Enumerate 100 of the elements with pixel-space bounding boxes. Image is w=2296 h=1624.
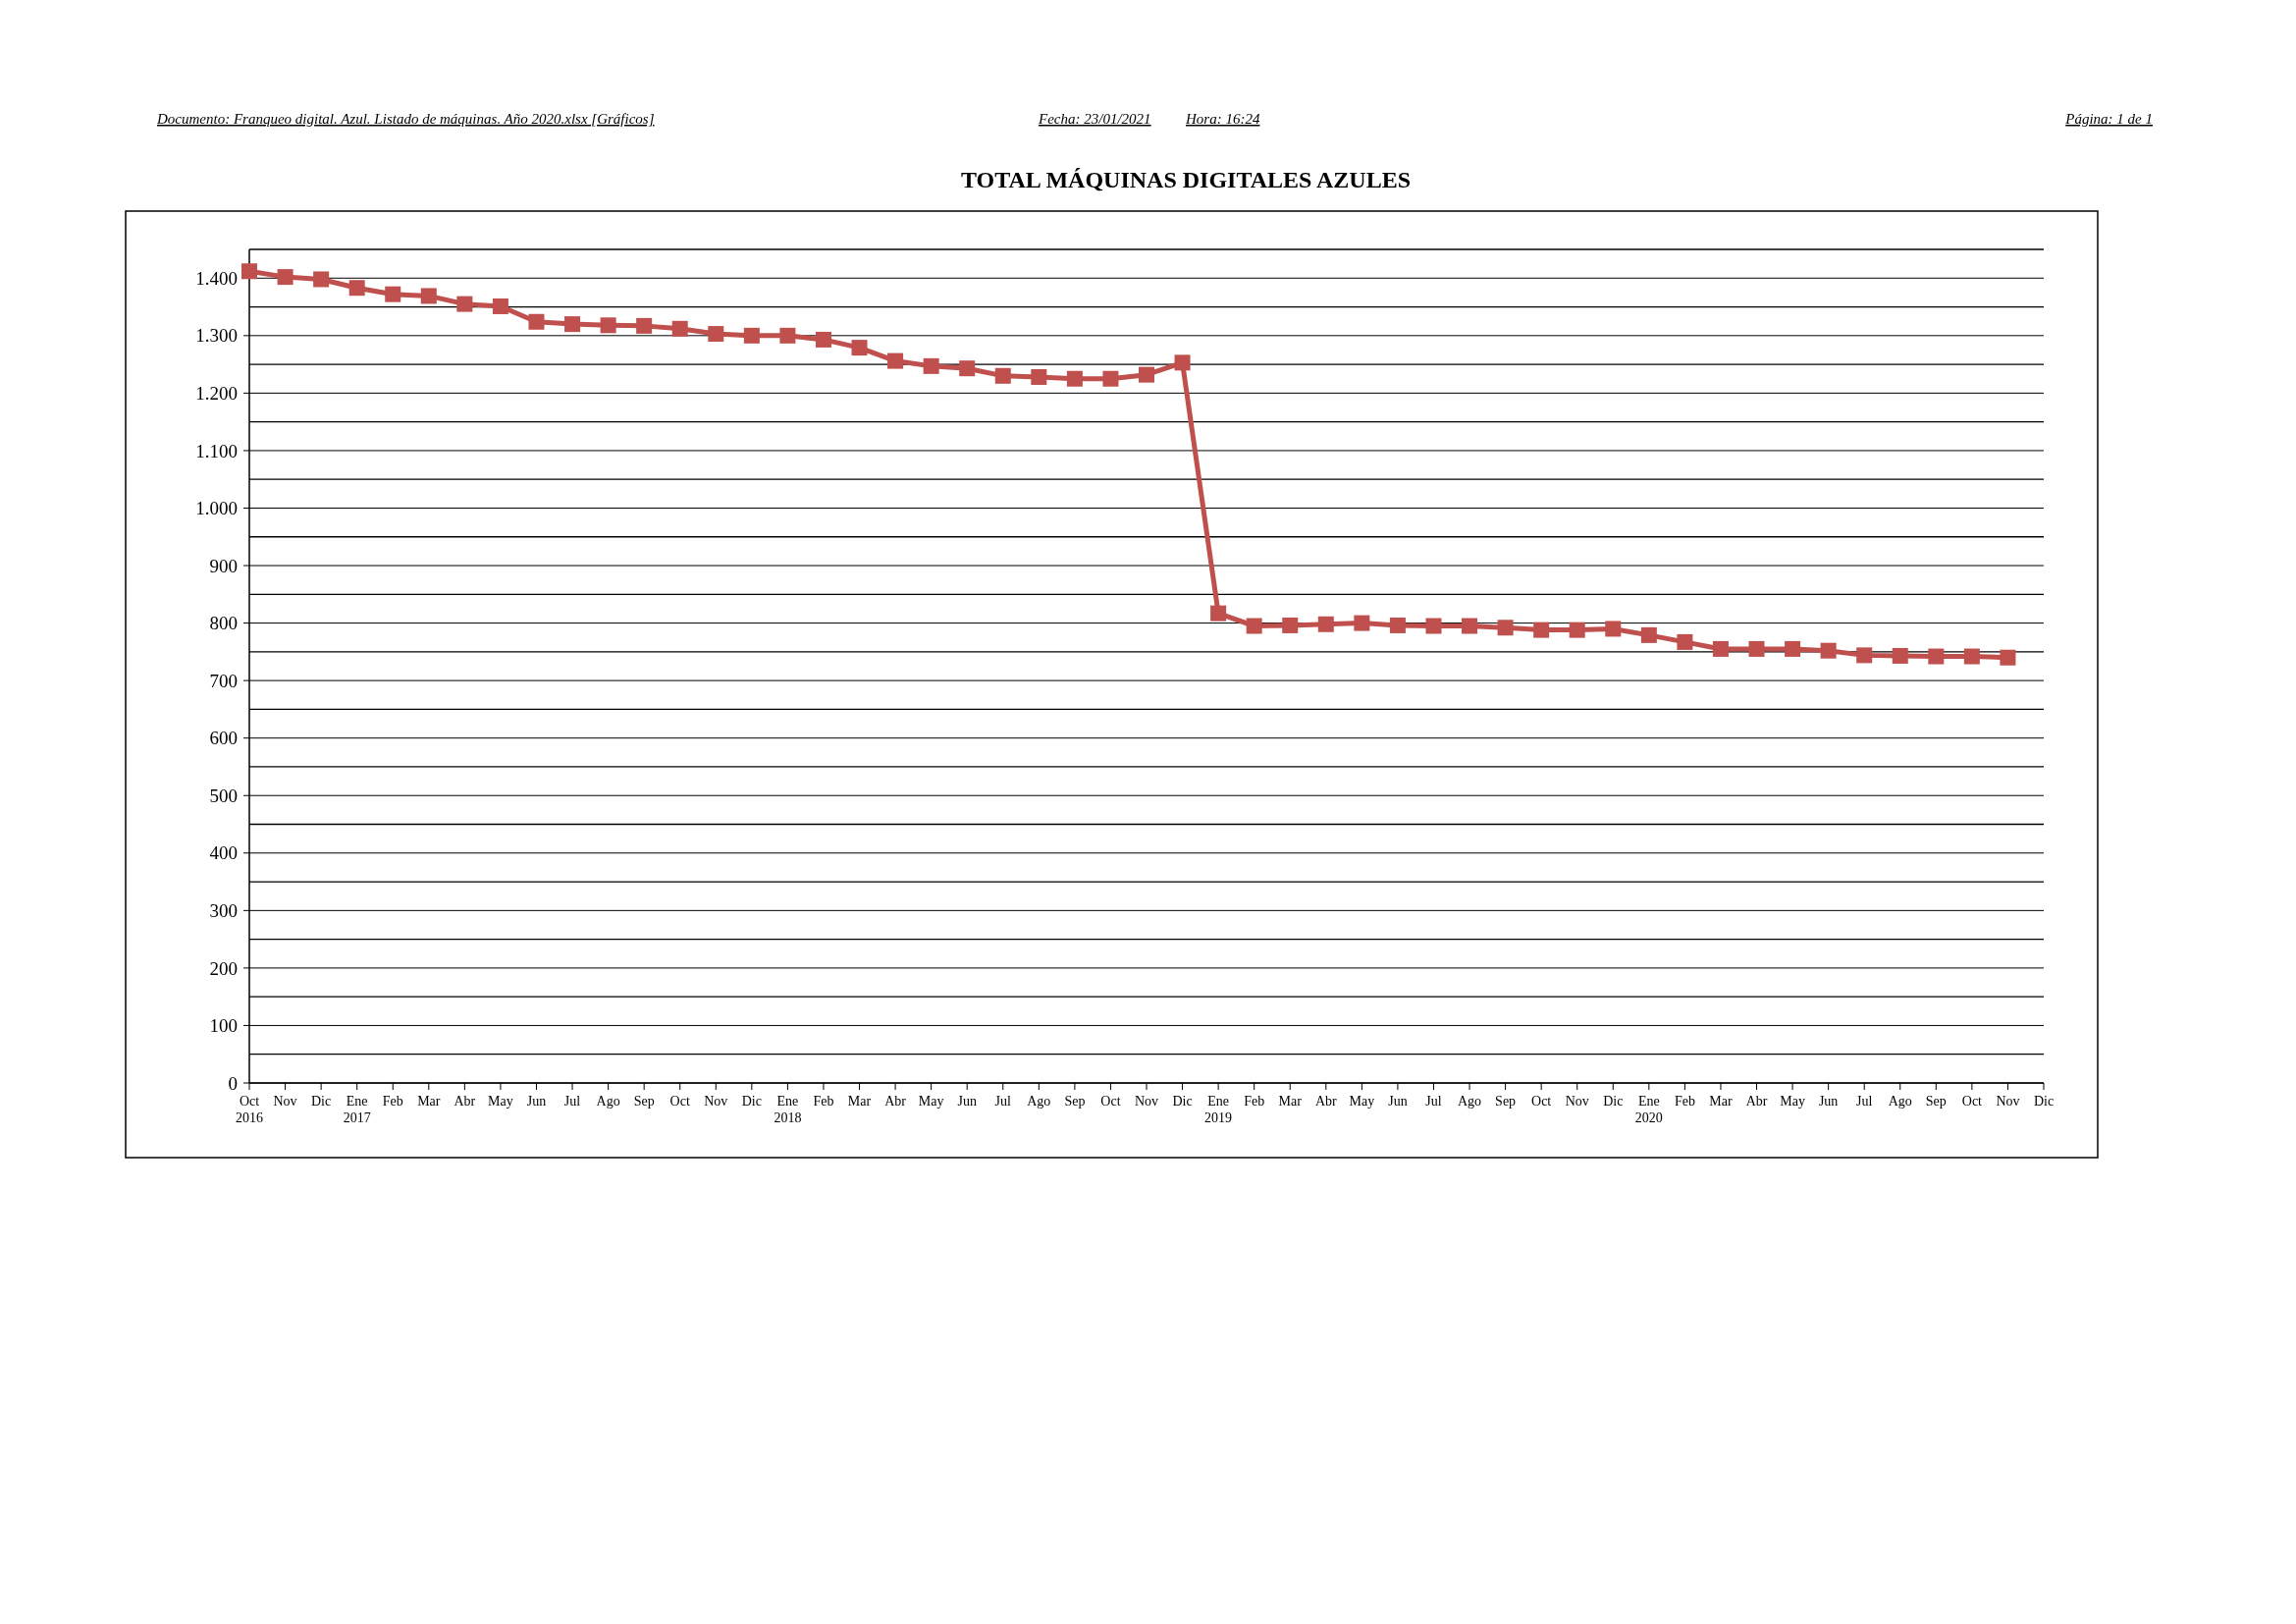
x-tick-label: Jul <box>563 1094 581 1109</box>
x-tick-label: Mar <box>847 1094 872 1109</box>
point <box>348 280 365 297</box>
x-tick-label: May <box>918 1094 944 1109</box>
y-tick-label: 100 <box>209 1015 238 1037</box>
point <box>1677 633 1693 650</box>
x-tick-label: Oct <box>1961 1094 1983 1109</box>
point <box>1282 617 1299 633</box>
x-tick-label: Dic <box>1603 1094 1624 1109</box>
text: Página: 1 de 1 <box>2064 111 2153 127</box>
x-tick-label: Abr <box>1314 1094 1338 1109</box>
point <box>1963 648 1980 665</box>
point <box>1748 640 1765 657</box>
x-tick-label: Sep <box>1925 1094 1947 1109</box>
x-tick-label: Nov <box>1996 1094 2020 1109</box>
point <box>277 269 294 286</box>
x-tick-label: Ago <box>1027 1094 1051 1109</box>
y-tick-label: 400 <box>209 842 238 864</box>
x-tick-label: Feb <box>1674 1094 1695 1109</box>
x-tick-label: Abr <box>884 1094 907 1109</box>
point <box>887 352 904 369</box>
point <box>1139 366 1154 383</box>
y-tick-label: 500 <box>209 785 238 806</box>
point <box>528 313 545 330</box>
x-tick-label: May <box>1780 1094 1805 1109</box>
point <box>671 320 688 337</box>
x-tick-label: May <box>488 1094 513 1109</box>
x-tick-label: May <box>1349 1094 1375 1109</box>
x-tick-label: Jun <box>1818 1094 1839 1109</box>
point <box>1856 647 1873 664</box>
point <box>1102 370 1119 387</box>
x-tick-label: Sep <box>1495 1094 1517 1109</box>
x-tick-label: Ene 2018 <box>774 1094 802 1125</box>
x-tick-label: Feb <box>1244 1094 1265 1109</box>
point <box>959 360 976 377</box>
point <box>923 357 939 374</box>
point <box>1928 648 1945 665</box>
x-tick-label: Ago <box>1888 1094 1912 1109</box>
point <box>1462 618 1478 634</box>
point <box>600 317 616 334</box>
y-tick-label: 200 <box>209 957 238 979</box>
x-tick-label: Mar <box>417 1094 441 1109</box>
point <box>1820 642 1837 659</box>
text: Hora: 16:24 <box>1185 111 1260 127</box>
x-tick-label: Jul <box>994 1094 1012 1109</box>
y-tick-label: 600 <box>209 728 238 749</box>
x-tick-label: Feb <box>813 1094 834 1109</box>
x-tick-label: Oct <box>1100 1094 1121 1109</box>
point <box>708 326 724 343</box>
point <box>1497 620 1514 636</box>
x-tick-label: Mar <box>1278 1094 1303 1109</box>
point <box>815 331 831 348</box>
x-tick-label: Oct 2016 <box>236 1094 263 1125</box>
x-tick-label: Abr <box>454 1094 476 1109</box>
point <box>851 340 868 356</box>
x-tick-label: Ago <box>1457 1094 1482 1109</box>
x-tick-label: Dic <box>741 1094 762 1109</box>
text: Fecha: 23/01/2021 <box>1038 111 1151 127</box>
point <box>1066 370 1083 387</box>
point <box>564 316 581 333</box>
x-tick-label: Jul <box>1425 1094 1442 1109</box>
x-tick-label: Oct <box>669 1094 690 1109</box>
x-tick-label: Jun <box>1388 1094 1408 1109</box>
point <box>1354 615 1370 631</box>
point <box>385 286 401 302</box>
x-tick-label: Nov <box>1134 1094 1159 1109</box>
x-tick-label: Sep <box>1064 1094 1086 1109</box>
x-tick-label: Dic <box>2033 1094 2055 1109</box>
x-tick-label: Ene 2020 <box>1634 1094 1663 1125</box>
y-tick-label: 300 <box>209 899 238 921</box>
point <box>779 327 796 344</box>
y-tick-label: 700 <box>209 670 238 691</box>
x-tick-label: Jun <box>957 1094 977 1109</box>
point <box>1533 622 1550 638</box>
point <box>743 327 760 344</box>
x-tick-label: Dic <box>311 1094 332 1109</box>
y-tick-label: 1.300 <box>195 325 238 347</box>
x-tick-label: Oct <box>1531 1094 1552 1109</box>
x-tick-label: Ene 2017 <box>343 1094 371 1125</box>
y-tick-label: 1.400 <box>195 267 238 289</box>
point <box>2000 649 2016 666</box>
x-tick-label: Ago <box>596 1094 620 1109</box>
point <box>1785 640 1801 657</box>
x-tick-label: Ene 2019 <box>1204 1094 1233 1125</box>
x-tick-label: Abr <box>1745 1094 1768 1109</box>
point <box>241 263 257 280</box>
point <box>1389 617 1406 633</box>
y-tick-label: 1.200 <box>195 383 238 405</box>
chart-title: TOTAL MÁQUINAS DIGITALES AZULES <box>960 167 1412 192</box>
y-tick-label: 0 <box>228 1072 238 1094</box>
x-tick-label: Nov <box>273 1094 297 1109</box>
x-tick-label: Nov <box>1565 1094 1589 1109</box>
point <box>1892 647 1908 664</box>
x-tick-label: Feb <box>382 1094 403 1109</box>
x-tick-label: Jun <box>526 1094 547 1109</box>
x-tick-label: Jul <box>1856 1094 1873 1109</box>
x-tick-label: Mar <box>1709 1094 1733 1109</box>
text: Documento: Franqueo digital. Azul. Listado de máquinas. Año 2020.xlsx [Gráficos] <box>156 111 655 127</box>
y-tick-label: 1.000 <box>195 498 238 519</box>
point <box>456 296 473 312</box>
